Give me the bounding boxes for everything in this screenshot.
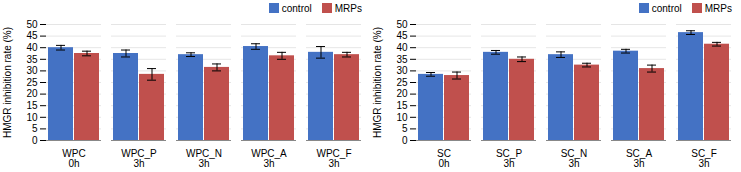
- svg-text:50: 50: [396, 19, 408, 30]
- svg-text:45: 45: [26, 30, 38, 41]
- svg-text:30: 30: [26, 65, 38, 76]
- svg-text:0: 0: [402, 135, 408, 146]
- svg-text:40: 40: [396, 42, 408, 53]
- html-text:MRPs: MRPs: [334, 2, 362, 14]
- svg-text:WPC_P3h: WPC_P3h: [121, 148, 157, 169]
- svg-text:45: 45: [396, 30, 408, 41]
- svg-text:10: 10: [26, 112, 38, 123]
- svg-text:35: 35: [396, 54, 408, 65]
- html-text:control: control: [281, 2, 312, 14]
- svg-text:15: 15: [26, 100, 38, 111]
- svg-text:WPC_F3h: WPC_F3h: [317, 148, 352, 169]
- svg-text:25: 25: [396, 77, 408, 88]
- svg-text:WPC_N3h: WPC_N3h: [186, 148, 222, 169]
- svg-text:HMGR inhibition rate (%): HMGR inhibition rate (%): [2, 27, 13, 138]
- html-text:control: control: [651, 2, 682, 14]
- svg-text:0: 0: [32, 135, 38, 146]
- svg-text:SC_N3h: SC_N3h: [561, 148, 588, 169]
- svg-text:WPC0h: WPC0h: [62, 148, 85, 169]
- svg-text:5: 5: [402, 123, 408, 134]
- svg-text:5: 5: [32, 123, 38, 134]
- svg-text:SC_F3h: SC_F3h: [691, 148, 717, 169]
- svg-text:WPC_A3h: WPC_A3h: [251, 148, 287, 169]
- svg-text:15: 15: [396, 100, 408, 111]
- svg-text:35: 35: [26, 54, 38, 65]
- svg-text:10: 10: [396, 112, 408, 123]
- svg-text:25: 25: [26, 77, 38, 88]
- svg-text:50: 50: [26, 19, 38, 30]
- svg-text:30: 30: [396, 65, 408, 76]
- svg-text:SC_P3h: SC_P3h: [496, 148, 522, 169]
- svg-text:SC_A3h: SC_A3h: [626, 148, 652, 169]
- svg-text:40: 40: [26, 42, 38, 53]
- svg-text:HMGR inhibition rate (%): HMGR inhibition rate (%): [372, 27, 383, 138]
- svg-text:20: 20: [396, 88, 408, 99]
- html-text:MRPs: MRPs: [704, 2, 732, 14]
- svg-text:20: 20: [26, 88, 38, 99]
- svg-text:SC0h: SC0h: [437, 148, 451, 169]
